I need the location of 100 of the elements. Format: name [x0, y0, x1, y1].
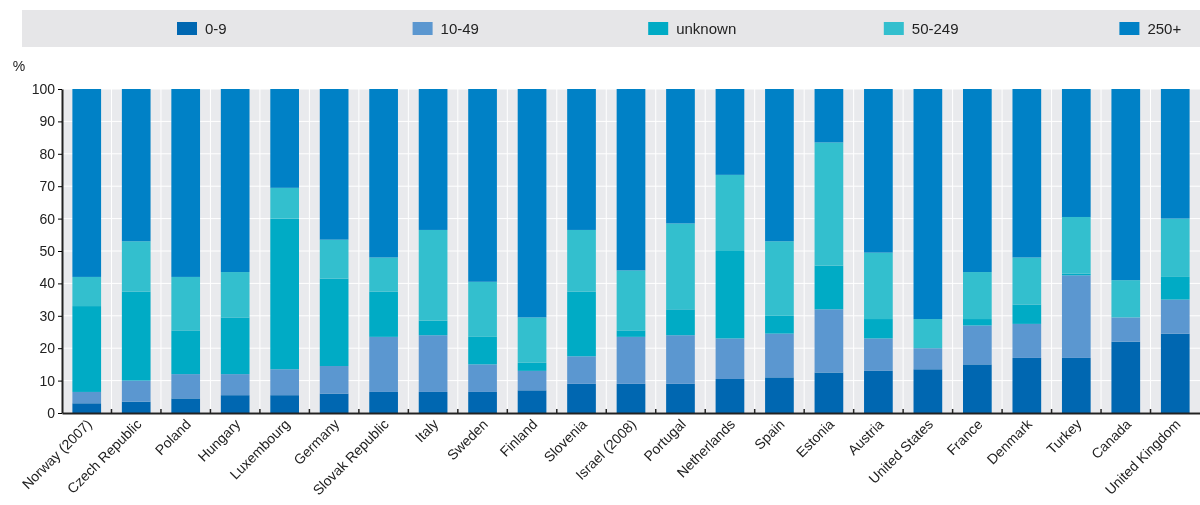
bar — [1012, 304, 1042, 324]
bar — [963, 272, 992, 320]
bar — [666, 335, 695, 384]
bar — [1160, 299, 1190, 334]
y-tick-label: 60 — [39, 210, 56, 227]
y-tick-label: 30 — [39, 307, 56, 324]
bar — [567, 229, 596, 292]
bar — [864, 338, 893, 371]
bar — [418, 335, 448, 392]
bar — [1111, 341, 1141, 413]
bar — [468, 336, 497, 365]
bar — [616, 270, 646, 331]
bar — [220, 374, 250, 396]
bar — [220, 317, 250, 375]
bar — [1012, 89, 1042, 258]
bar — [517, 370, 547, 391]
bar — [369, 89, 398, 258]
bar — [319, 393, 349, 413]
y-tick-label: 50 — [39, 242, 56, 259]
bar — [666, 383, 695, 413]
bar — [468, 281, 497, 337]
bar — [616, 336, 646, 384]
bar — [814, 89, 844, 143]
bar — [171, 374, 201, 399]
legend-label: 0-9 — [205, 20, 227, 37]
bar — [270, 89, 299, 188]
bar — [369, 336, 398, 392]
bar — [72, 391, 102, 404]
bar — [369, 391, 398, 413]
bar — [666, 309, 695, 336]
bar — [418, 229, 448, 321]
bar — [270, 187, 299, 219]
bar — [864, 89, 893, 253]
bar — [220, 89, 250, 273]
bar — [567, 383, 596, 413]
y-tick-label: 100 — [31, 80, 56, 97]
bar — [963, 89, 992, 273]
bar — [72, 89, 102, 277]
bar — [319, 239, 349, 279]
bar — [963, 364, 992, 413]
bar — [121, 89, 151, 242]
bar — [765, 241, 794, 316]
bar — [171, 330, 201, 375]
bar — [715, 378, 745, 413]
bar — [567, 291, 596, 357]
bar — [567, 89, 596, 230]
bar — [517, 390, 547, 413]
y-axis-title: % — [12, 58, 26, 74]
bar — [468, 89, 497, 282]
bar — [517, 362, 547, 371]
bar — [814, 372, 844, 413]
bar — [864, 252, 893, 320]
bar — [913, 319, 943, 349]
bar — [1160, 333, 1190, 413]
bar — [715, 251, 745, 339]
bar — [814, 265, 844, 310]
bar — [864, 319, 893, 339]
bar — [715, 338, 745, 379]
bar — [765, 377, 794, 413]
legend-label: 50-249 — [911, 20, 959, 37]
bar — [270, 369, 299, 396]
legend-label: 10-49 — [440, 20, 479, 37]
bar — [171, 276, 201, 331]
bar — [319, 89, 349, 240]
bar — [715, 89, 745, 175]
bar — [814, 142, 844, 266]
bar — [963, 319, 992, 326]
bar — [1111, 89, 1141, 281]
bar — [1012, 257, 1042, 305]
bar — [715, 174, 745, 251]
bar — [913, 369, 943, 413]
bar — [418, 391, 448, 413]
y-tick-label: 80 — [39, 145, 56, 162]
bar — [517, 317, 547, 363]
bar — [765, 315, 794, 334]
y-tick-label: 10 — [39, 372, 56, 389]
bar — [72, 403, 102, 413]
bar — [1012, 357, 1042, 413]
bar — [1111, 280, 1141, 318]
bar — [319, 366, 349, 394]
legend-label: unknown — [676, 20, 737, 37]
bar — [666, 89, 695, 224]
bar — [369, 291, 398, 337]
bar — [121, 380, 151, 402]
bar — [765, 89, 794, 242]
bar — [1160, 218, 1190, 277]
bar — [814, 309, 844, 373]
bar — [1061, 357, 1091, 413]
y-tick-label: 20 — [39, 340, 56, 357]
bar — [121, 291, 151, 381]
bar — [121, 401, 151, 413]
bar — [913, 89, 943, 320]
bar — [171, 89, 201, 277]
bar — [1061, 275, 1091, 358]
bar — [270, 395, 299, 413]
bar — [72, 306, 102, 392]
bar — [121, 241, 151, 292]
bar — [220, 272, 250, 318]
bar — [963, 325, 992, 365]
bar — [1160, 276, 1190, 300]
